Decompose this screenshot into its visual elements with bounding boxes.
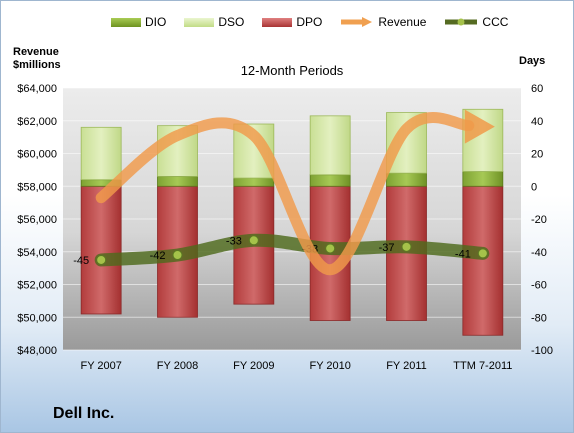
legend-label-dio: DIO (145, 15, 167, 29)
legend-label-revenue: Revenue (378, 15, 427, 29)
left-axis-label-line1: Revenue (13, 46, 59, 58)
ccc-data-label: -37 (379, 242, 395, 254)
company-name: Dell Inc. (53, 405, 115, 422)
right-tick-label: -20 (531, 214, 547, 226)
left-tick-label: $64,000 (17, 83, 57, 95)
revenue-line (95, 112, 475, 276)
legend-swatch-dpo (262, 17, 293, 27)
right-tick-label: 60 (531, 83, 543, 95)
ccc-point (477, 248, 488, 259)
x-tick-label: FY 2010 (309, 360, 350, 372)
legend-item-dso: DSO (184, 15, 244, 29)
bar-dpo (462, 185, 504, 336)
right-tick-label: 20 (531, 149, 543, 161)
right-tick-label: -40 (531, 247, 547, 259)
right-tick-label: -80 (531, 312, 547, 324)
bar-dio (462, 171, 504, 187)
left-axis-label: Revenue $millions (13, 46, 61, 72)
legend-swatch-dso (184, 17, 215, 27)
legend-item-dio: DIO (111, 15, 166, 29)
ccc-data-label: -45 (73, 255, 89, 267)
legend-label-ccc: CCC (482, 15, 509, 29)
revenue-arrowhead (464, 109, 495, 144)
legend-item-dpo: DPO (262, 15, 322, 29)
right-tick-label: -100 (531, 345, 553, 357)
ccc-data-label: -42 (150, 250, 166, 262)
bar-dpo (80, 185, 122, 315)
ccc-point (248, 235, 259, 246)
left-tick-label: $52,000 (17, 280, 57, 292)
bar-dio (157, 176, 198, 187)
right-tick-label: -60 (531, 280, 547, 292)
legend-swatch-ccc (445, 18, 478, 26)
ccc-point (172, 250, 183, 261)
legend-label-dso: DSO (218, 15, 245, 29)
left-tick-label: $54,000 (17, 247, 57, 259)
bar-dso (309, 115, 351, 176)
left-tick-label: $58,000 (17, 181, 57, 193)
x-tick-label: TTM 7-2011 (453, 360, 512, 372)
bar-dio (386, 172, 427, 187)
right-tick-label: 0 (531, 181, 537, 193)
x-tick-label: FY 2011 (386, 360, 427, 372)
bar-dso (80, 126, 122, 181)
right-tick-label: 40 (531, 116, 543, 128)
legend-item-ccc: CCC (444, 15, 508, 29)
ccc-point (401, 241, 412, 252)
left-tick-label: $56,000 (17, 214, 57, 226)
ccc-data-label: -41 (455, 248, 471, 260)
right-axis-label: Days (519, 55, 546, 67)
chart-title: 12-Month Periods (241, 63, 344, 78)
bar-dio (309, 174, 351, 187)
left-axis-label-line2: $millions (13, 59, 61, 71)
ccc-data-label: -33 (226, 235, 242, 247)
ccc-point (96, 254, 107, 265)
legend-item-revenue: Revenue (340, 15, 426, 29)
left-tick-label: $62,000 (17, 116, 57, 128)
ccc-line (94, 233, 490, 267)
left-tick-label: $50,000 (17, 312, 57, 324)
x-tick-label: FY 2007 (80, 360, 121, 372)
x-tick-label: FY 2009 (233, 360, 274, 372)
legend-label-dpo: DPO (296, 15, 323, 29)
left-tick-label: $60,000 (17, 149, 57, 161)
legend: DIO DSO DPO Revenue CCC (111, 15, 526, 29)
left-tick-label: $48,000 (17, 345, 57, 357)
x-tick-label: FY 2008 (157, 360, 198, 372)
bar-dio (233, 177, 275, 187)
legend-swatch-revenue (341, 17, 373, 27)
ccc-point (325, 243, 336, 254)
legend-swatch-dio (111, 17, 141, 27)
